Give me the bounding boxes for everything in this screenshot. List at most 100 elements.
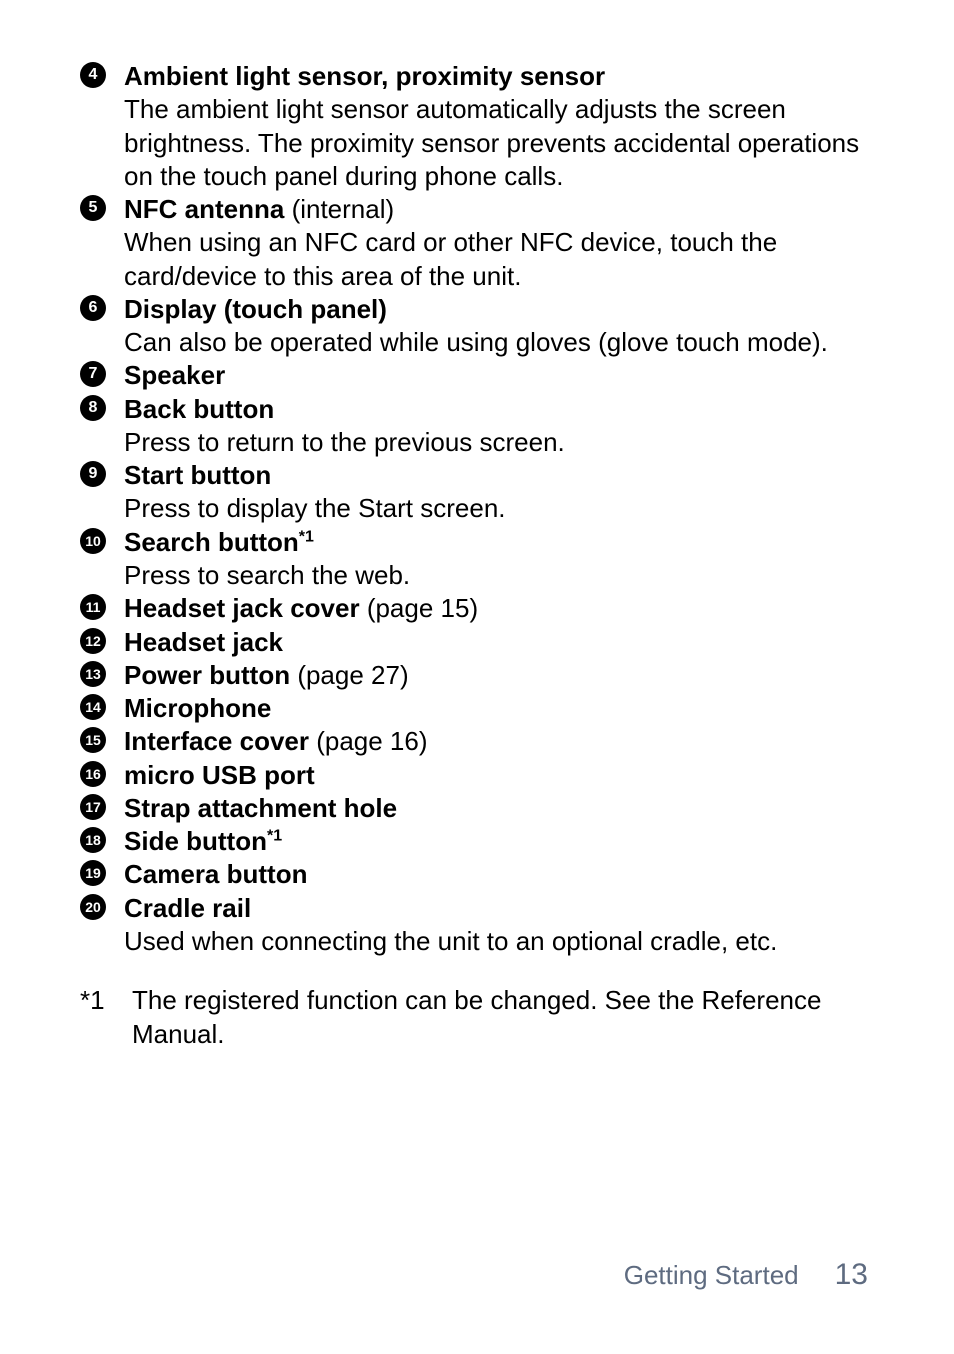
bullet-number-icon: 15 <box>80 727 106 753</box>
bullet-number-icon: 19 <box>80 860 106 886</box>
bullet-number-icon: 6 <box>80 295 106 321</box>
bullet-number-icon: 5 <box>80 195 106 221</box>
item-heading: Cradle rail <box>124 892 874 925</box>
bullet-number-icon: 7 <box>80 361 106 387</box>
item-body: Ambient light sensor, proximity sensorTh… <box>124 60 874 193</box>
footer-section: Getting Started <box>624 1260 799 1291</box>
item-body: NFC antenna (internal)When using an NFC … <box>124 193 874 293</box>
bullet-number-icon: 17 <box>80 794 106 820</box>
item-description: Press to display the Start screen. <box>124 492 874 525</box>
item-heading: Strap attachment hole <box>124 792 874 825</box>
item-body: Display (touch panel)Can also be operate… <box>124 293 874 360</box>
bullet-number-icon: 14 <box>80 694 106 720</box>
item-title: Side button <box>124 826 267 856</box>
item-body: Interface cover (page 16) <box>124 725 874 758</box>
item-heading: Interface cover (page 16) <box>124 725 874 758</box>
bullet: 14 <box>80 692 124 720</box>
item-description: Press to search the web. <box>124 559 874 592</box>
bullet-number-icon: 10 <box>80 528 106 554</box>
list-item: 10 Search button*1Press to search the web… <box>80 526 874 593</box>
footnote-mark: *1 <box>80 984 132 1018</box>
list-item: 17 Strap attachment hole <box>80 792 874 825</box>
item-title: Search button <box>124 527 299 557</box>
bullet: 17 <box>80 792 124 820</box>
bullet: 16 <box>80 759 124 787</box>
item-heading: Display (touch panel) <box>124 293 874 326</box>
bullet: 8 <box>80 393 124 421</box>
item-heading: Microphone <box>124 692 874 725</box>
item-description: Used when connecting the unit to an opti… <box>124 925 874 958</box>
bullet: 10 <box>80 526 124 554</box>
bullet: 6 <box>80 293 124 321</box>
item-title: Power button <box>124 660 290 690</box>
bullet: 7 <box>80 359 124 387</box>
item-suffix: (page 27) <box>290 660 409 690</box>
item-body: Camera button <box>124 858 874 891</box>
page-footer: Getting Started 13 <box>624 1258 868 1292</box>
bullet: 19 <box>80 858 124 886</box>
item-heading: Camera button <box>124 858 874 891</box>
list-item: 6 Display (touch panel)Can also be operat… <box>80 293 874 360</box>
bullet-number-icon: 11 <box>80 594 106 620</box>
item-suffix: (page 16) <box>309 726 428 756</box>
bullet-number-icon: 20 <box>80 894 106 920</box>
item-title: Strap attachment hole <box>124 793 397 823</box>
item-body: micro USB port <box>124 759 874 792</box>
bullet-number-icon: 13 <box>80 661 106 687</box>
item-suffix: (page 15) <box>360 593 479 623</box>
bullet: 4 <box>80 60 124 88</box>
item-body: Start buttonPress to display the Start s… <box>124 459 874 526</box>
list-item: 19 Camera button <box>80 858 874 891</box>
item-heading: Headset jack cover (page 15) <box>124 592 874 625</box>
item-body: Cradle railUsed when connecting the unit… <box>124 892 874 959</box>
bullet: 9 <box>80 459 124 487</box>
bullet-number-icon: 16 <box>80 761 106 787</box>
item-heading: Search button*1 <box>124 526 874 559</box>
item-heading: Headset jack <box>124 626 874 659</box>
item-title: Microphone <box>124 693 271 723</box>
content-list: 4 Ambient light sensor, proximity sensorT… <box>80 60 874 958</box>
item-title: Interface cover <box>124 726 309 756</box>
item-title: Back button <box>124 394 274 424</box>
item-title: NFC antenna <box>124 194 284 224</box>
list-item: 18Side button*1 <box>80 825 874 858</box>
list-item: 13 Power button (page 27) <box>80 659 874 692</box>
item-superscript: *1 <box>267 827 282 844</box>
item-body: Back buttonPress to return to the previo… <box>124 393 874 460</box>
item-body: Headset jack cover (page 15) <box>124 592 874 625</box>
item-heading: Start button <box>124 459 874 492</box>
list-item: 9Start buttonPress to display the Start … <box>80 459 874 526</box>
bullet: 12 <box>80 626 124 654</box>
item-title: micro USB port <box>124 760 315 790</box>
item-title: Display (touch panel) <box>124 294 387 324</box>
list-item: 15 Interface cover (page 16) <box>80 725 874 758</box>
item-heading: Ambient light sensor, proximity sensor <box>124 60 874 93</box>
bullet: 5 <box>80 193 124 221</box>
item-title: Camera button <box>124 859 307 889</box>
list-item: 8Back buttonPress to return to the previ… <box>80 393 874 460</box>
footnote: *1 The registered function can be change… <box>80 984 874 1052</box>
item-description: Can also be operated while using gloves … <box>124 326 874 359</box>
bullet: 18 <box>80 825 124 853</box>
bullet-number-icon: 12 <box>80 628 106 654</box>
item-heading: Speaker <box>124 359 874 392</box>
item-suffix: (internal) <box>284 194 394 224</box>
item-body: Headset jack <box>124 626 874 659</box>
item-body: Search button*1Press to search the web. <box>124 526 874 593</box>
bullet: 20 <box>80 892 124 920</box>
item-title: Speaker <box>124 360 225 390</box>
list-item: 16 micro USB port <box>80 759 874 792</box>
item-title: Headset jack <box>124 627 283 657</box>
item-body: Power button (page 27) <box>124 659 874 692</box>
footer-page-number: 13 <box>835 1258 868 1292</box>
bullet: 13 <box>80 659 124 687</box>
item-title: Start button <box>124 460 271 490</box>
item-heading: micro USB port <box>124 759 874 792</box>
item-heading: Back button <box>124 393 874 426</box>
item-heading: Power button (page 27) <box>124 659 874 692</box>
list-item: 7 Speaker <box>80 359 874 392</box>
item-body: Side button*1 <box>124 825 874 858</box>
item-body: Strap attachment hole <box>124 792 874 825</box>
bullet-number-icon: 4 <box>80 62 106 88</box>
item-title: Ambient light sensor, proximity sensor <box>124 61 605 91</box>
